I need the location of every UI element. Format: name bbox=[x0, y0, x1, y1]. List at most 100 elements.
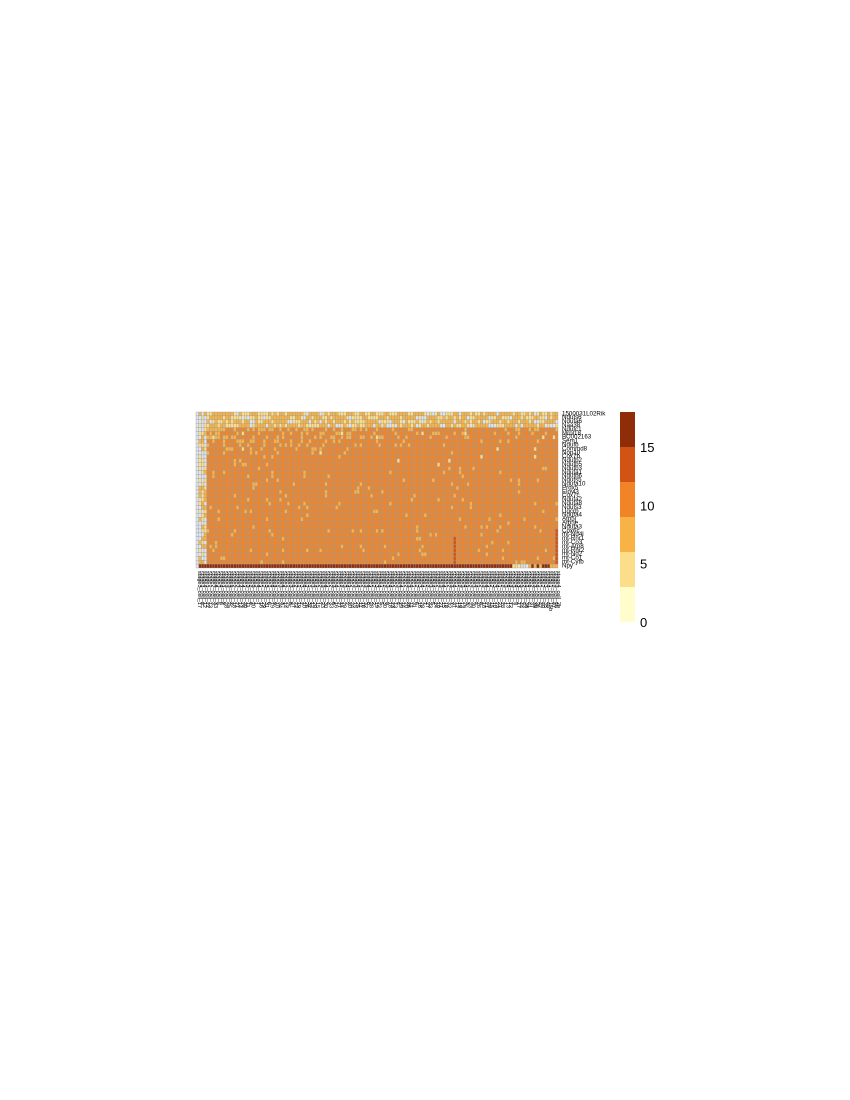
heatmap-cell bbox=[407, 446, 411, 452]
heatmap-cell bbox=[450, 517, 454, 522]
heatmap-cell bbox=[244, 419, 248, 424]
heatmap-cell bbox=[525, 528, 529, 534]
heatmap-cell bbox=[225, 427, 229, 432]
heatmap-cell bbox=[217, 466, 221, 471]
heatmap-cell bbox=[295, 493, 299, 498]
heatmap-cell bbox=[228, 482, 232, 487]
heatmap-cell bbox=[455, 493, 459, 498]
heatmap-cell bbox=[477, 462, 481, 467]
heatmap-cell bbox=[415, 528, 419, 534]
heatmap-cell bbox=[308, 536, 312, 541]
heatmap-cell bbox=[332, 462, 336, 467]
heatmap-cell bbox=[316, 446, 320, 452]
heatmap-cell bbox=[445, 540, 449, 545]
heatmap-cell bbox=[249, 439, 253, 444]
heatmap-cell bbox=[541, 443, 545, 448]
heatmap-cell bbox=[485, 462, 489, 467]
heatmap-cell bbox=[536, 450, 540, 456]
heatmap-cell bbox=[407, 532, 411, 537]
heatmap-cell bbox=[504, 509, 508, 514]
heatmap-cell bbox=[375, 458, 379, 463]
heatmap-cell bbox=[388, 497, 392, 502]
heatmap-cell bbox=[488, 532, 492, 537]
heatmap-cell bbox=[501, 482, 505, 487]
heatmap-cell bbox=[442, 466, 446, 471]
heatmap-cell bbox=[445, 536, 449, 541]
heatmap-cell bbox=[354, 489, 358, 495]
heatmap-cell bbox=[238, 462, 242, 467]
heatmap-cell bbox=[413, 497, 417, 502]
heatmap-cell bbox=[394, 528, 398, 534]
heatmap-cell bbox=[351, 505, 355, 510]
heatmap-cell bbox=[463, 419, 468, 424]
heatmap-cell bbox=[399, 419, 403, 424]
heatmap-cell bbox=[238, 411, 242, 417]
heatmap-cell bbox=[388, 411, 392, 417]
heatmap-cell bbox=[509, 415, 513, 420]
heatmap-cell bbox=[297, 536, 301, 541]
heatmap-cell bbox=[493, 419, 497, 424]
heatmap-cell bbox=[281, 474, 285, 479]
heatmap-cell bbox=[469, 509, 473, 514]
heatmap-cell bbox=[262, 485, 266, 491]
heatmap-cell bbox=[477, 497, 481, 502]
heatmap-cell bbox=[469, 478, 473, 483]
heatmap-cell bbox=[340, 446, 344, 452]
heatmap-cell bbox=[434, 470, 438, 475]
heatmap-cell bbox=[498, 513, 502, 518]
heatmap-cell bbox=[273, 454, 277, 459]
heatmap-cell bbox=[308, 466, 312, 471]
heatmap-cell bbox=[520, 482, 524, 487]
heatmap-cell bbox=[340, 485, 344, 491]
heatmap-cell bbox=[480, 509, 484, 514]
heatmap-cell bbox=[477, 540, 481, 545]
heatmap-cell bbox=[423, 532, 427, 537]
heatmap-cell bbox=[372, 423, 376, 428]
heatmap-cell bbox=[506, 532, 510, 537]
heatmap-cell bbox=[402, 497, 406, 502]
heatmap-cell bbox=[281, 427, 285, 432]
heatmap-cell bbox=[490, 532, 494, 537]
heatmap-cell bbox=[367, 427, 371, 432]
heatmap-cell bbox=[391, 528, 395, 534]
heatmap-cell bbox=[407, 474, 411, 479]
heatmap-cell bbox=[260, 454, 264, 459]
heatmap-cell bbox=[324, 509, 328, 514]
heatmap-cell bbox=[394, 423, 398, 428]
heatmap-cell bbox=[525, 509, 529, 514]
heatmap-cell bbox=[528, 470, 532, 475]
heatmap-cell bbox=[437, 423, 441, 428]
heatmap-cell bbox=[520, 552, 524, 557]
heatmap-cell bbox=[313, 470, 317, 475]
heatmap-cell bbox=[300, 427, 304, 432]
heatmap-cell bbox=[383, 450, 387, 456]
heatmap-cell bbox=[514, 415, 518, 420]
heatmap-cell bbox=[480, 532, 484, 537]
heatmap-cell bbox=[281, 411, 285, 417]
heatmap-cell bbox=[217, 536, 221, 541]
heatmap-cell bbox=[404, 485, 409, 491]
heatmap-cell bbox=[214, 540, 218, 545]
heatmap-cell bbox=[506, 509, 510, 514]
heatmap-cell bbox=[268, 439, 272, 444]
heatmap-cell bbox=[332, 411, 336, 417]
heatmap-cell bbox=[281, 454, 285, 459]
heatmap-cell bbox=[228, 431, 232, 436]
heatmap-cell bbox=[351, 474, 355, 479]
heatmap-cell bbox=[410, 505, 414, 510]
heatmap-cell bbox=[340, 450, 344, 456]
heatmap-cell bbox=[517, 485, 521, 491]
heatmap-cell bbox=[281, 443, 285, 448]
heatmap-cell bbox=[340, 435, 344, 440]
heatmap-cell bbox=[504, 524, 508, 530]
heatmap-cell bbox=[439, 431, 443, 436]
heatmap-cell bbox=[536, 489, 540, 495]
heatmap-cell bbox=[262, 497, 266, 502]
heatmap-cell bbox=[249, 462, 253, 467]
heatmap-cell bbox=[257, 521, 261, 526]
heatmap-cell bbox=[485, 485, 489, 491]
heatmap-cell bbox=[214, 450, 218, 456]
heatmap-cell bbox=[230, 505, 234, 510]
heatmap-cell bbox=[418, 450, 422, 456]
heatmap-cell bbox=[415, 450, 419, 456]
